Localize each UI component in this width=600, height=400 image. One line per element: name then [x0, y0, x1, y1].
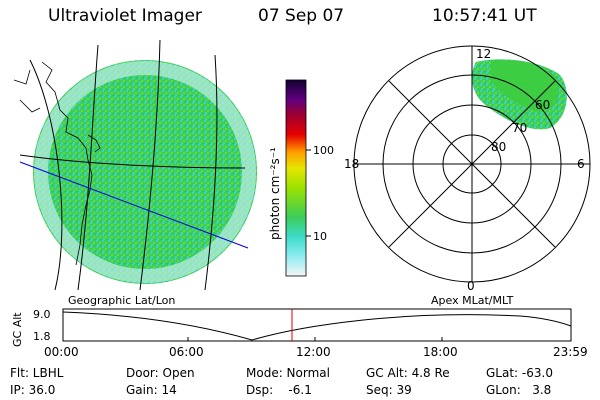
info-mode: Mode: Normal: [246, 366, 330, 380]
date-label: 07 Sep 07: [258, 6, 345, 26]
mlat-label-70: 70: [512, 121, 527, 135]
polar-oval-core: [490, 59, 560, 112]
info-gc-alt: GC Alt: 4.8 Re: [366, 366, 450, 380]
edge-fade: [34, 61, 256, 283]
x-tick-label-1200: 12:00: [296, 345, 331, 359]
x-tick-label-2359: 23:59: [553, 345, 588, 359]
colorbar-tick-label-100: 100: [313, 144, 334, 157]
altitude-curve: [62, 311, 572, 341]
info-door: Door: Open: [126, 366, 195, 380]
coastline: [13, 61, 101, 266]
altitude-plot-frame: [62, 308, 572, 342]
colorbar-scale: [285, 79, 307, 277]
x-tick-label-0600: 06:00: [169, 345, 204, 359]
info-filter: Flt: LBHL: [10, 366, 64, 380]
magnetic-meridian-line: [19, 161, 249, 249]
info-seq: Seq: 39: [366, 383, 412, 397]
x-tick-label-0000: 00:00: [44, 345, 79, 359]
info-glon: GLon: 3.8: [486, 383, 552, 397]
instrument-title: Ultraviolet Imager: [48, 6, 202, 26]
geo-image-panel: [13, 39, 257, 291]
info-glat: GLat: -63.0: [486, 366, 553, 380]
mlat-label-80: 80: [491, 140, 506, 154]
colorbar: 100 10 photon cm⁻²s⁻¹: [268, 79, 334, 277]
info-dsp: Dsp: -6.1: [246, 383, 312, 397]
mlt-label-0: 0: [467, 279, 475, 293]
polar-plot: 12 0 18 6 60 70 80: [344, 45, 591, 293]
polar-panel-label: Apex MLat/MLT: [431, 294, 514, 307]
altitude-axis-label: GC Alt: [11, 312, 24, 347]
auroral-disk: [33, 60, 257, 284]
time-label: 10:57:41 UT: [432, 6, 537, 26]
mlat-label-60: 60: [535, 98, 550, 112]
geo-grid: [19, 39, 246, 291]
info-ip: IP: 36.0: [10, 383, 56, 397]
mlt-label-6: 6: [577, 157, 585, 171]
mlt-label-12: 12: [476, 47, 491, 61]
colorbar-tick-label-10: 10: [313, 230, 327, 243]
geo-panel-label: Geographic Lat/Lon: [68, 294, 175, 307]
info-gain: Gain: 14: [126, 383, 177, 397]
y-tick-label-min: 1.8: [33, 330, 51, 343]
colorbar-unit-label: photon cm⁻²s⁻¹: [268, 147, 282, 240]
altitude-plot: 9.0 1.8 GC Alt 00:00 06:00 12:00 18:00 2…: [11, 308, 588, 359]
mlt-line-diag-b: [388, 80, 556, 248]
y-tick-label-max: 9.0: [33, 308, 51, 321]
mlt-label-18: 18: [344, 157, 359, 171]
x-tick-label-1800: 18:00: [423, 345, 458, 359]
